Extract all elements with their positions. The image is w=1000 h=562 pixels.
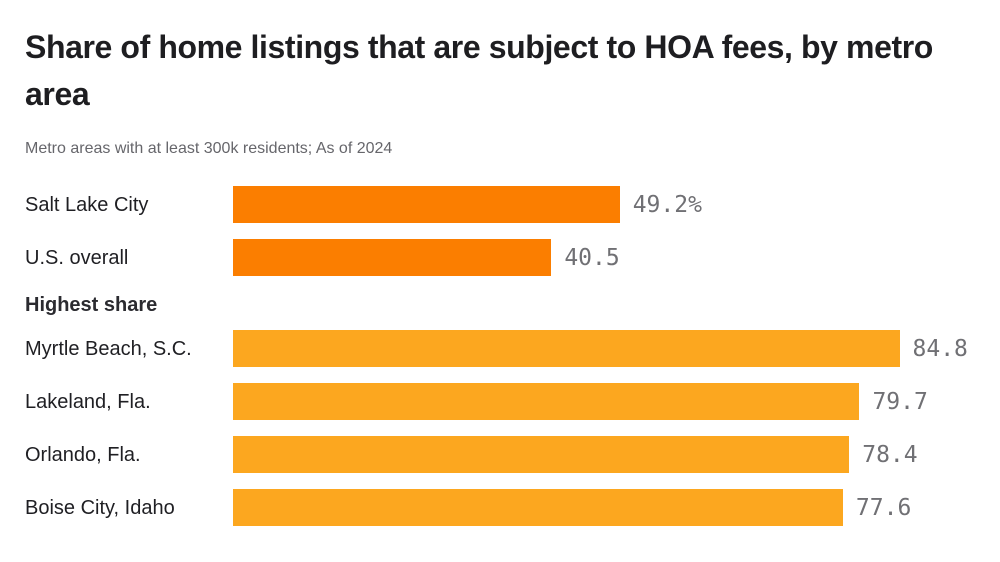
bar-chart: Salt Lake City 49.2% U.S. overall 40.5 H… xyxy=(25,186,1000,526)
bar-value-label: 79.7 xyxy=(872,388,928,415)
bar-value-label: 78.4 xyxy=(862,441,918,468)
bar-row: Lakeland, Fla. 79.7 xyxy=(25,383,1000,420)
bar-label: Myrtle Beach, S.C. xyxy=(25,337,192,360)
bar-label: U.S. overall xyxy=(25,246,129,269)
bar-value-label: 40.5 xyxy=(564,244,620,271)
section-heading: Highest share xyxy=(25,294,158,316)
bar-label: Lakeland, Fla. xyxy=(25,390,151,413)
bar-salt-lake-city xyxy=(233,186,620,223)
bar-row: U.S. overall 40.5 xyxy=(25,239,1000,276)
bar-value-label: 77.6 xyxy=(855,494,912,521)
bar-boise-city xyxy=(233,489,843,526)
bar-row: Myrtle Beach, S.C. 84.8 xyxy=(25,330,1000,367)
bar-us-overall xyxy=(233,239,552,276)
bar-label: Salt Lake City xyxy=(25,193,149,216)
page-title: Share of home listings that are subject … xyxy=(25,29,933,112)
bar-value-label: 49.2% xyxy=(632,191,702,218)
page-subtitle: Metro areas with at least 300k residents… xyxy=(25,140,393,157)
bar-orlando xyxy=(233,436,850,473)
bar-row: Orlando, Fla. 78.4 xyxy=(25,436,1000,473)
bar-value-label: 84.8 xyxy=(912,335,968,362)
bar-label: Orlando, Fla. xyxy=(25,443,141,466)
bar-lakeland xyxy=(233,383,860,420)
bar-row: Boise City, Idaho 77.6 xyxy=(25,489,1000,526)
bar-row: Salt Lake City 49.2% xyxy=(25,186,1000,223)
bar-myrtle-beach xyxy=(233,330,900,367)
bar-label: Boise City, Idaho xyxy=(25,496,175,519)
